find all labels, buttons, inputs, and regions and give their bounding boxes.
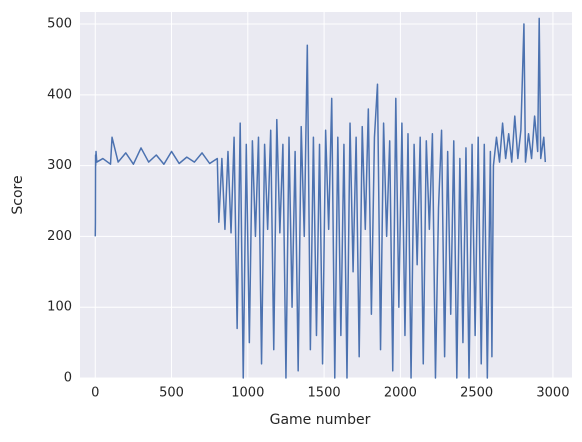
plot-area [80,12,572,378]
y-tick-label: 100 [47,300,72,315]
y-tick-label: 300 [47,158,72,173]
x-tick-label: 1500 [308,386,341,401]
y-tick-label: 500 [47,17,72,32]
x-tick-label: 3000 [536,386,569,401]
x-axis-label: Game number [270,412,371,428]
x-tick-label: 500 [159,386,184,401]
data-line [94,17,547,379]
x-tick-label: 2000 [384,386,417,401]
y-tick-label: 200 [47,229,72,244]
y-axis-label: Score [10,175,26,214]
x-tick-label: 0 [91,386,99,401]
y-tick-label: 400 [47,87,72,102]
x-tick-label: 2500 [460,386,493,401]
y-tick-label: 0 [64,371,72,386]
x-tick-label: 1000 [231,386,264,401]
